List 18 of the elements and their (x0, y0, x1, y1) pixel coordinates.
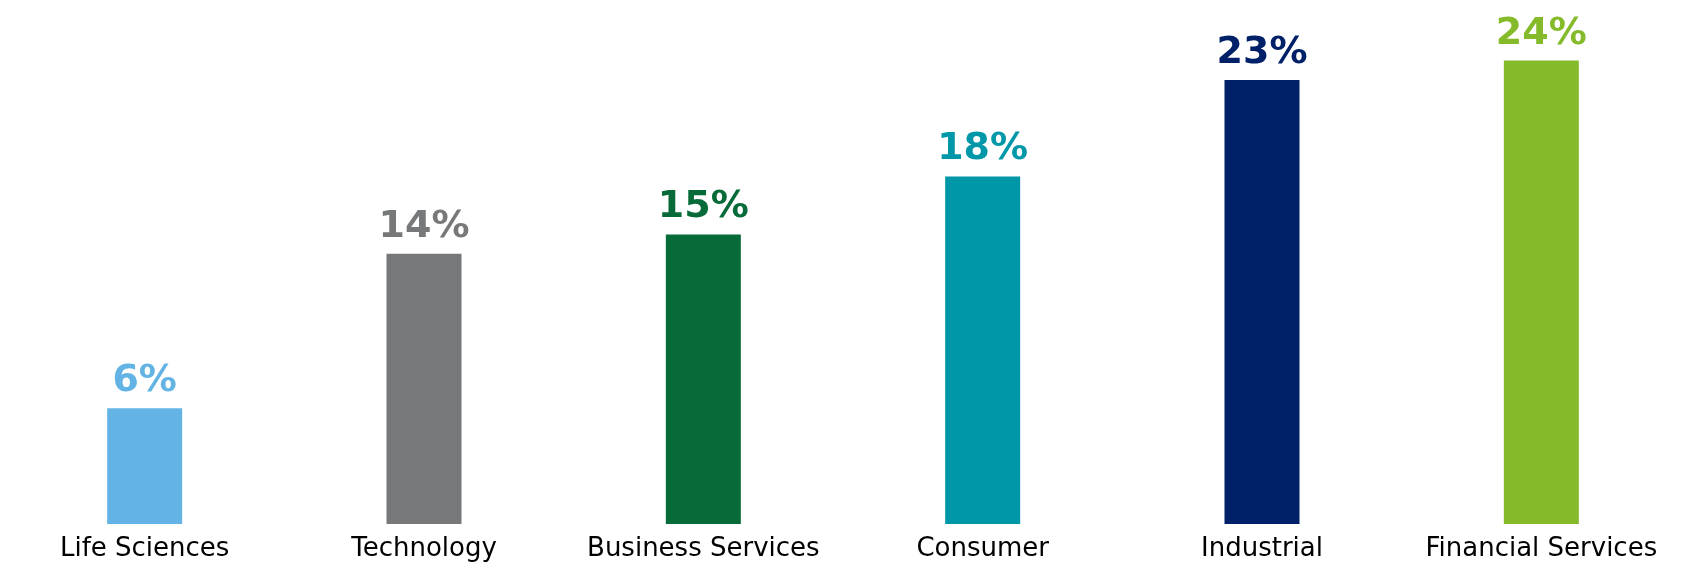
bar (665, 234, 741, 524)
data-label: 24% (1495, 8, 1587, 53)
bar (945, 176, 1021, 524)
x-tick-label: Consumer (916, 531, 1050, 562)
data-label: 23% (1216, 27, 1308, 72)
data-label: 15% (657, 182, 749, 227)
x-tick-label: Technology (350, 531, 497, 562)
x-tick-label: Business Services (587, 531, 820, 562)
bar (386, 253, 462, 524)
x-tick-label: Life Sciences (59, 531, 230, 562)
bar (107, 408, 183, 524)
x-tick-label: Industrial (1201, 531, 1323, 562)
x-tick-label: Financial Services (1425, 531, 1658, 562)
data-label: 6% (112, 356, 177, 401)
data-label: 18% (937, 124, 1029, 169)
data-label: 14% (378, 201, 470, 246)
bar (1503, 60, 1579, 524)
bar (1224, 79, 1300, 524)
